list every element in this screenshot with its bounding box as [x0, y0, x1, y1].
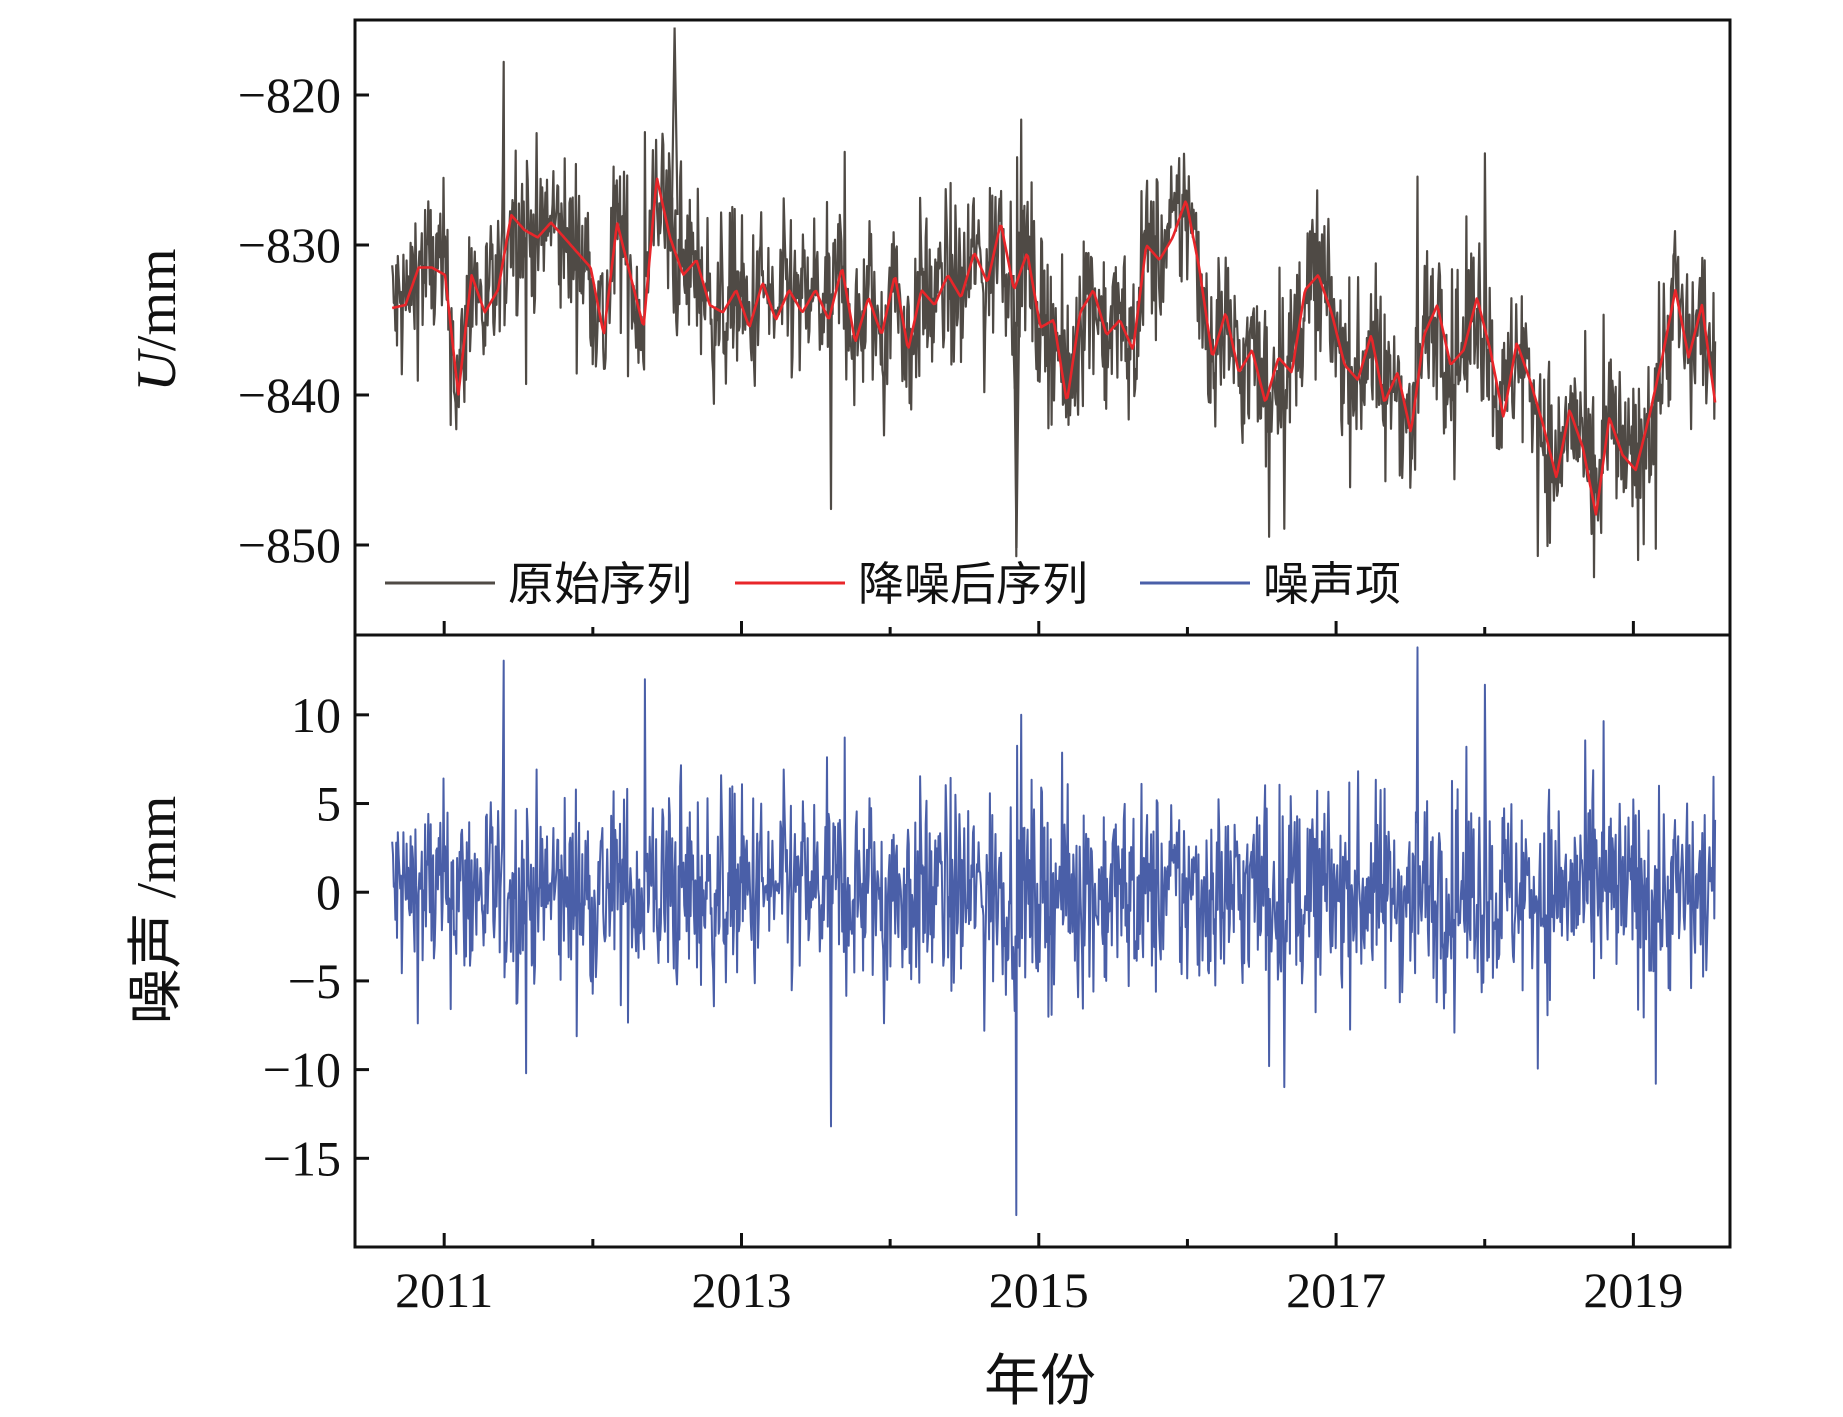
series-line-noise	[391, 646, 1717, 1217]
bottom-y-tick-label: −5	[288, 953, 341, 1009]
legend-label-noise: 噪声项	[1263, 557, 1401, 611]
legend-label-denoised: 降噪后序列	[858, 557, 1088, 611]
bottom-panel: 10 5 0 −5 −10 −15 2011 2013 2015 2017 2019 噪声 /mm…	[126, 633, 1732, 1413]
series-line-denoised	[391, 177, 1717, 516]
bottom-plot-area	[391, 646, 1717, 1217]
x-tick-label: 2015	[989, 1262, 1089, 1318]
bottom-x-axis-ticks: 2011 2013 2015 2017 2019	[395, 1233, 1683, 1318]
bottom-y-tick-label: 0	[316, 864, 341, 920]
series-line-raw-peak	[670, 27, 679, 231]
bottom-y-tick-label: 10	[291, 687, 341, 743]
bottom-y-tick-label: −15	[263, 1130, 341, 1186]
top-y-tick-label: −820	[238, 67, 341, 123]
x-axis-title: 年份	[984, 1351, 1096, 1413]
top-y-tick-label: −830	[238, 217, 341, 273]
bottom-y-tick-label: 5	[316, 776, 341, 832]
top-y-tick-label: −850	[238, 517, 341, 573]
top-y-axis-title: U/mm	[126, 248, 188, 391]
bottom-plot-frame	[353, 633, 1732, 1249]
top-x-axis-ticks	[442, 621, 1635, 635]
top-plot-area	[391, 27, 1717, 579]
top-panel: −820 −830 −840 −850 U/mm 原始序列 降噪后序列 噪声项	[126, 18, 1732, 637]
x-tick-label: 2013	[691, 1262, 791, 1318]
x-tick-label: 2017	[1286, 1262, 1386, 1318]
top-y-axis-ticks: −820 −830 −840 −850	[238, 67, 369, 573]
x-tick-label: 2019	[1583, 1262, 1683, 1318]
series-line-raw-dip	[1012, 274, 1021, 549]
top-y-tick-label: −840	[238, 367, 341, 423]
x-tick-label: 2011	[395, 1262, 493, 1318]
bottom-y-tick-label: −10	[263, 1042, 341, 1098]
series-line-raw	[391, 60, 1717, 579]
legend-label-raw: 原始序列	[508, 557, 692, 611]
bottom-y-axis-ticks: 10 5 0 −5 −10 −15	[263, 687, 369, 1186]
bottom-y-axis-title: 噪声 /mm	[126, 796, 188, 1025]
legend: 原始序列 降噪后序列 噪声项	[385, 557, 1401, 611]
